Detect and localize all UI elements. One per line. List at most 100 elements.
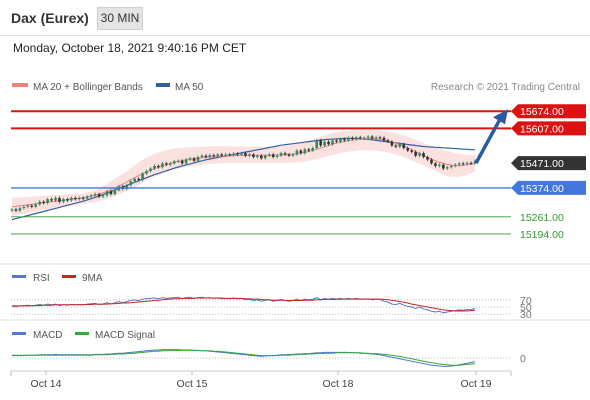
candle-body bbox=[374, 137, 378, 139]
candle bbox=[137, 177, 140, 182]
resistance-level-tag bbox=[511, 104, 586, 119]
forecast-arrow-head bbox=[493, 109, 508, 125]
candle-body bbox=[445, 167, 449, 169]
candle bbox=[244, 151, 247, 158]
candle bbox=[85, 195, 89, 201]
candle-body bbox=[113, 190, 117, 195]
candle bbox=[109, 189, 113, 196]
ma20-line bbox=[11, 138, 476, 208]
candle bbox=[271, 152, 275, 159]
candle-body bbox=[208, 155, 212, 157]
candle bbox=[14, 207, 18, 213]
candle-body bbox=[14, 209, 18, 211]
candle bbox=[192, 156, 196, 163]
candle-body bbox=[101, 195, 105, 197]
x-tick-label: Oct 18 bbox=[323, 378, 354, 390]
candle-body bbox=[343, 139, 346, 141]
macd-signal-legend-swatch bbox=[75, 332, 89, 335]
candle bbox=[248, 152, 251, 158]
rsi-level-label: 70 bbox=[520, 295, 532, 307]
candle-body bbox=[18, 208, 22, 211]
candle-body bbox=[378, 137, 382, 139]
candle bbox=[70, 196, 73, 202]
candle bbox=[141, 172, 144, 182]
price-level-label: 15471.00 bbox=[520, 158, 564, 170]
candle-body bbox=[212, 155, 216, 157]
candle-body bbox=[85, 196, 89, 199]
candle bbox=[224, 152, 227, 158]
candle bbox=[422, 151, 425, 159]
candle bbox=[287, 152, 291, 158]
candle-body bbox=[145, 171, 148, 174]
candle bbox=[303, 147, 307, 155]
candle bbox=[129, 179, 133, 187]
candle-body bbox=[38, 201, 42, 205]
candle bbox=[386, 138, 390, 144]
candle-body bbox=[398, 144, 402, 147]
candle bbox=[220, 152, 224, 158]
x-tick-label: Oct 15 bbox=[177, 378, 208, 390]
candle bbox=[236, 152, 239, 156]
candle bbox=[311, 146, 315, 153]
candle-body bbox=[224, 154, 227, 156]
candle-body bbox=[129, 181, 133, 186]
candle bbox=[208, 153, 212, 159]
candle bbox=[204, 154, 208, 159]
candle-body bbox=[70, 197, 73, 201]
candle bbox=[113, 188, 117, 196]
candle-body bbox=[327, 141, 330, 145]
candle-body bbox=[295, 150, 299, 155]
candle bbox=[125, 183, 129, 191]
candle bbox=[343, 137, 346, 142]
candle-body bbox=[236, 153, 239, 155]
candle-body bbox=[188, 158, 192, 160]
candle-body bbox=[172, 161, 176, 164]
candle-body bbox=[311, 148, 315, 151]
candle-body bbox=[200, 155, 204, 157]
candle bbox=[184, 158, 188, 165]
candle-body bbox=[434, 163, 437, 166]
candle bbox=[426, 155, 429, 162]
candle bbox=[323, 140, 326, 148]
candle bbox=[438, 163, 441, 168]
candle bbox=[10, 207, 14, 213]
candle-body bbox=[279, 153, 283, 156]
candle bbox=[133, 177, 136, 183]
candle-body bbox=[176, 160, 180, 162]
candle bbox=[275, 154, 279, 159]
candle-body bbox=[267, 154, 271, 156]
price-level-label: 15607.00 bbox=[520, 123, 564, 135]
candle-body bbox=[442, 164, 445, 169]
candle-body bbox=[351, 137, 354, 140]
macd-zero-label: 0 bbox=[520, 353, 526, 365]
macd-legend-swatch bbox=[12, 332, 26, 335]
candle bbox=[260, 154, 263, 160]
rsi-legend-swatch bbox=[12, 275, 26, 278]
rsi-ma-legend-swatch bbox=[62, 275, 76, 278]
candle bbox=[240, 151, 243, 156]
candle-body bbox=[256, 155, 259, 157]
candle-body bbox=[149, 168, 152, 172]
candle bbox=[461, 161, 465, 166]
candle-body bbox=[438, 164, 441, 166]
candle-body bbox=[315, 140, 319, 149]
candle-body bbox=[93, 194, 97, 196]
candle-body bbox=[461, 163, 465, 165]
candle bbox=[354, 135, 358, 141]
candle-body bbox=[319, 140, 322, 146]
candle-body bbox=[168, 163, 172, 165]
candle bbox=[339, 137, 342, 144]
forecast-arrow-shaft bbox=[474, 118, 502, 164]
candle-body bbox=[414, 151, 417, 156]
candle bbox=[228, 152, 231, 157]
candle bbox=[442, 163, 445, 171]
rsi-line bbox=[11, 296, 476, 314]
candle-body bbox=[54, 197, 57, 201]
timeframe-button[interactable]: 30 MIN bbox=[97, 7, 143, 30]
candle bbox=[168, 161, 172, 167]
candle bbox=[469, 161, 473, 165]
candle bbox=[176, 159, 180, 163]
current-level-tag bbox=[511, 156, 586, 171]
macd-legend-label: MACD bbox=[33, 330, 62, 341]
bollinger-band bbox=[12, 129, 475, 216]
